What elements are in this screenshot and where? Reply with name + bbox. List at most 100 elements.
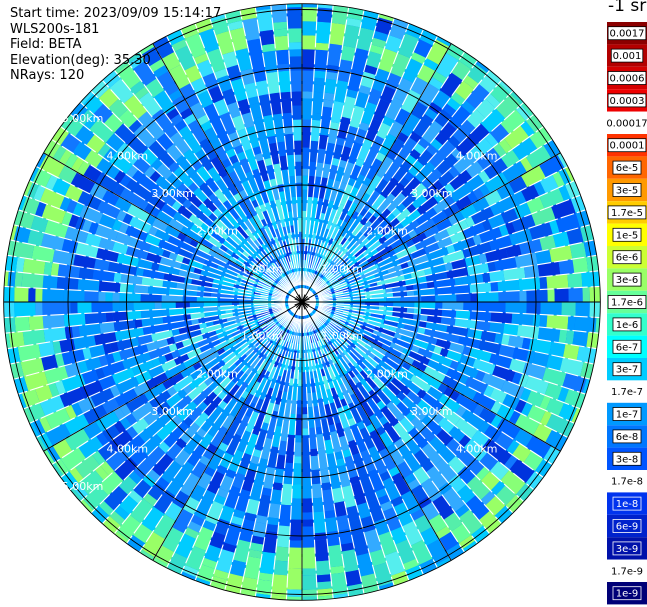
ppi-gate	[311, 112, 322, 121]
ppi-gate	[391, 472, 411, 496]
ppi-gate	[43, 449, 55, 465]
ppi-gate	[388, 466, 401, 478]
ppi-gate	[140, 310, 149, 319]
ppi-gate	[272, 163, 284, 186]
ppi-gate	[273, 352, 280, 360]
ppi-gate	[244, 170, 260, 193]
colorbar-label: 1e-5	[616, 230, 639, 241]
ppi-gate	[317, 340, 325, 355]
ppi-gate	[36, 435, 47, 452]
ppi-gate	[288, 49, 302, 57]
ppi-gate	[266, 313, 285, 327]
ppi-gate	[256, 353, 268, 367]
ppi-gate	[315, 560, 331, 576]
ray-separator	[301, 301, 334, 599]
ppi-gate	[191, 318, 199, 326]
ppi-gate	[128, 470, 143, 485]
ppi-gate	[363, 366, 377, 381]
ppi-gate	[421, 442, 443, 466]
ppi-gate	[145, 214, 157, 226]
ppi-gate	[179, 83, 201, 108]
ppi-gate	[143, 445, 166, 469]
ppi-gate	[237, 256, 246, 264]
ppi-gate	[519, 290, 527, 302]
ppi-gate	[359, 267, 381, 280]
ppi-gate	[113, 272, 122, 283]
ppi-gate	[414, 235, 437, 251]
ppi-gate	[150, 206, 161, 218]
range-label: 4.00km	[107, 443, 149, 456]
ray-separator	[239, 301, 303, 594]
ppi-gate	[586, 255, 599, 272]
ppi-gate	[143, 382, 167, 402]
ppi-gate	[447, 474, 467, 493]
ppi-gate	[34, 384, 53, 403]
ppi-gate	[363, 285, 379, 293]
ray-separator	[194, 23, 303, 303]
ppi-gate	[315, 162, 324, 178]
ppi-gate	[545, 397, 565, 417]
ppi-gate	[139, 43, 155, 55]
ppi-gate	[324, 352, 331, 360]
ppi-gate	[157, 263, 180, 276]
ppi-gate	[42, 314, 65, 330]
ppi-gate	[325, 388, 335, 404]
ppi-gate	[345, 335, 354, 342]
ppi-gate	[515, 228, 533, 244]
ppi-gate	[401, 520, 424, 546]
ppi-gate	[152, 64, 169, 79]
ppi-gate	[521, 102, 534, 117]
ppi-gate	[313, 226, 322, 248]
ppi-gate	[462, 222, 486, 240]
ppi-gate	[239, 242, 258, 260]
ppi-gate	[99, 321, 115, 334]
ppi-gate	[39, 416, 52, 433]
ppi-gate	[369, 359, 379, 368]
ppi-gate	[119, 292, 141, 302]
ppi-gate	[543, 139, 561, 159]
colorbar-label: 3e-7	[616, 365, 639, 376]
ppi-gate	[356, 27, 375, 52]
ppi-gate	[519, 156, 534, 173]
ppi-gate	[246, 38, 264, 62]
colorbar-label: 1e-6	[616, 320, 639, 331]
ppi-gate	[526, 196, 545, 214]
ray-separator	[5, 301, 303, 334]
ppi-gate	[78, 435, 104, 459]
ppi-gate	[407, 478, 421, 491]
ppi-gate	[330, 225, 341, 240]
ppi-gate	[163, 272, 186, 284]
ppi-gate	[194, 148, 207, 161]
ppi-gate	[511, 313, 534, 327]
ppi-gate	[161, 526, 185, 553]
ppi-gate	[505, 302, 527, 314]
ppi-gate	[264, 387, 274, 403]
ppi-gate	[118, 222, 129, 235]
ppi-gate	[302, 70, 315, 92]
ppi-gate	[302, 147, 311, 169]
ppi-gate	[252, 231, 260, 240]
ppi-gate	[241, 263, 250, 271]
ppi-gate	[296, 245, 300, 254]
ppi-gate	[234, 353, 248, 367]
ppi-gate	[329, 430, 342, 454]
ppi-gate	[357, 443, 368, 453]
ppi-gate	[206, 470, 225, 495]
ppi-gate	[319, 274, 326, 282]
ppi-gate	[125, 412, 138, 426]
ppi-gate	[264, 311, 284, 324]
ppi-gate	[402, 558, 420, 571]
ppi-gate	[454, 276, 463, 286]
ppi-gate	[41, 232, 65, 251]
ppi-gate	[105, 132, 125, 152]
ppi-gate	[175, 154, 196, 177]
range-label: 2.00km	[196, 367, 238, 380]
ray-separator	[301, 301, 410, 581]
ppi-gate	[316, 250, 328, 271]
ppi-gate	[402, 262, 425, 275]
ppi-gate	[508, 334, 524, 349]
ppi-gate	[64, 413, 90, 436]
ppi-gate	[51, 462, 64, 478]
ray-separator	[23, 301, 303, 410]
ppi-gate	[296, 407, 302, 415]
